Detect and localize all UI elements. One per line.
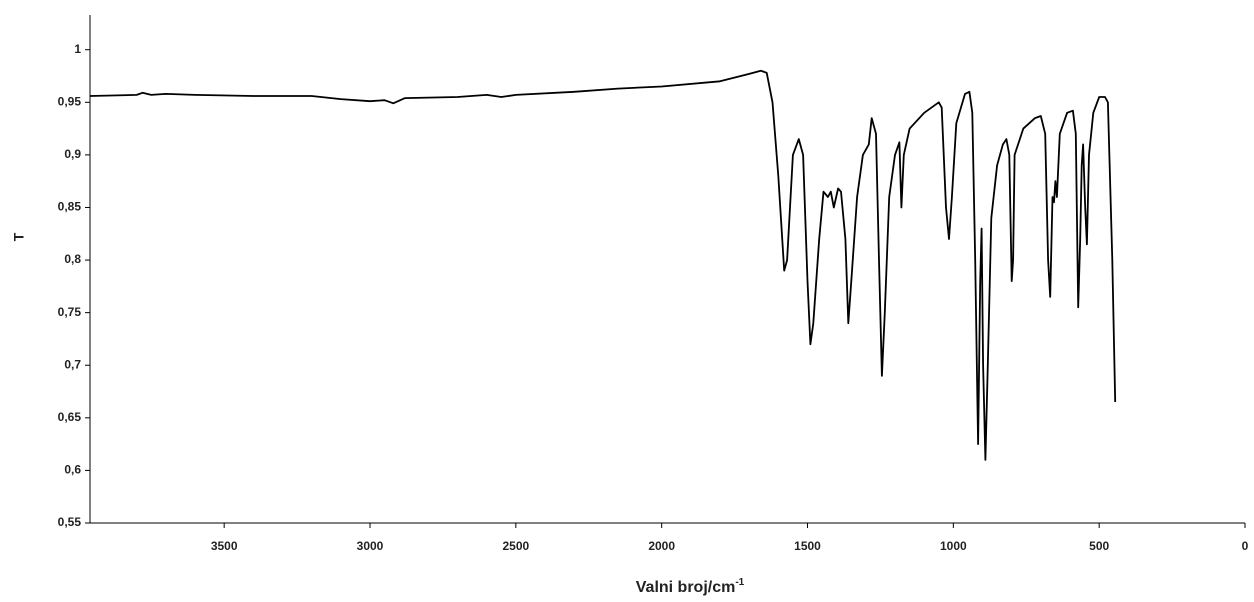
y-axis-label: T [11,232,27,241]
x-tick-label: 2500 [502,539,529,553]
y-tick-label: 0,75 [58,305,82,319]
x-tick-label: 3500 [211,539,238,553]
x-axis-label-text: Valni broj/cm [636,579,736,596]
y-tick-label: 0,7 [64,357,81,371]
y-tick-label: 0,8 [64,252,81,266]
y-tick-label: 0,65 [58,410,82,424]
x-tick-label: 1500 [794,539,821,553]
y-tick-label: 0,9 [64,147,81,161]
x-axis-label: Valni broj/cm-1 [636,577,745,597]
y-tick-label: 0,55 [58,515,82,529]
y-tick-label: 1 [74,42,81,56]
x-tick-label: 0 [1242,539,1249,553]
x-tick-label: 2000 [648,539,675,553]
y-tick-label: 0,85 [58,200,82,214]
x-axis-label-sup: -1 [735,577,744,588]
x-tick-label: 3000 [357,539,384,553]
y-tick-label: 0,6 [64,463,81,477]
x-tick-label: 1000 [940,539,967,553]
x-tick-label: 500 [1089,539,1109,553]
spectrum-line [89,69,1117,461]
y-tick-label: 0,95 [58,94,82,108]
